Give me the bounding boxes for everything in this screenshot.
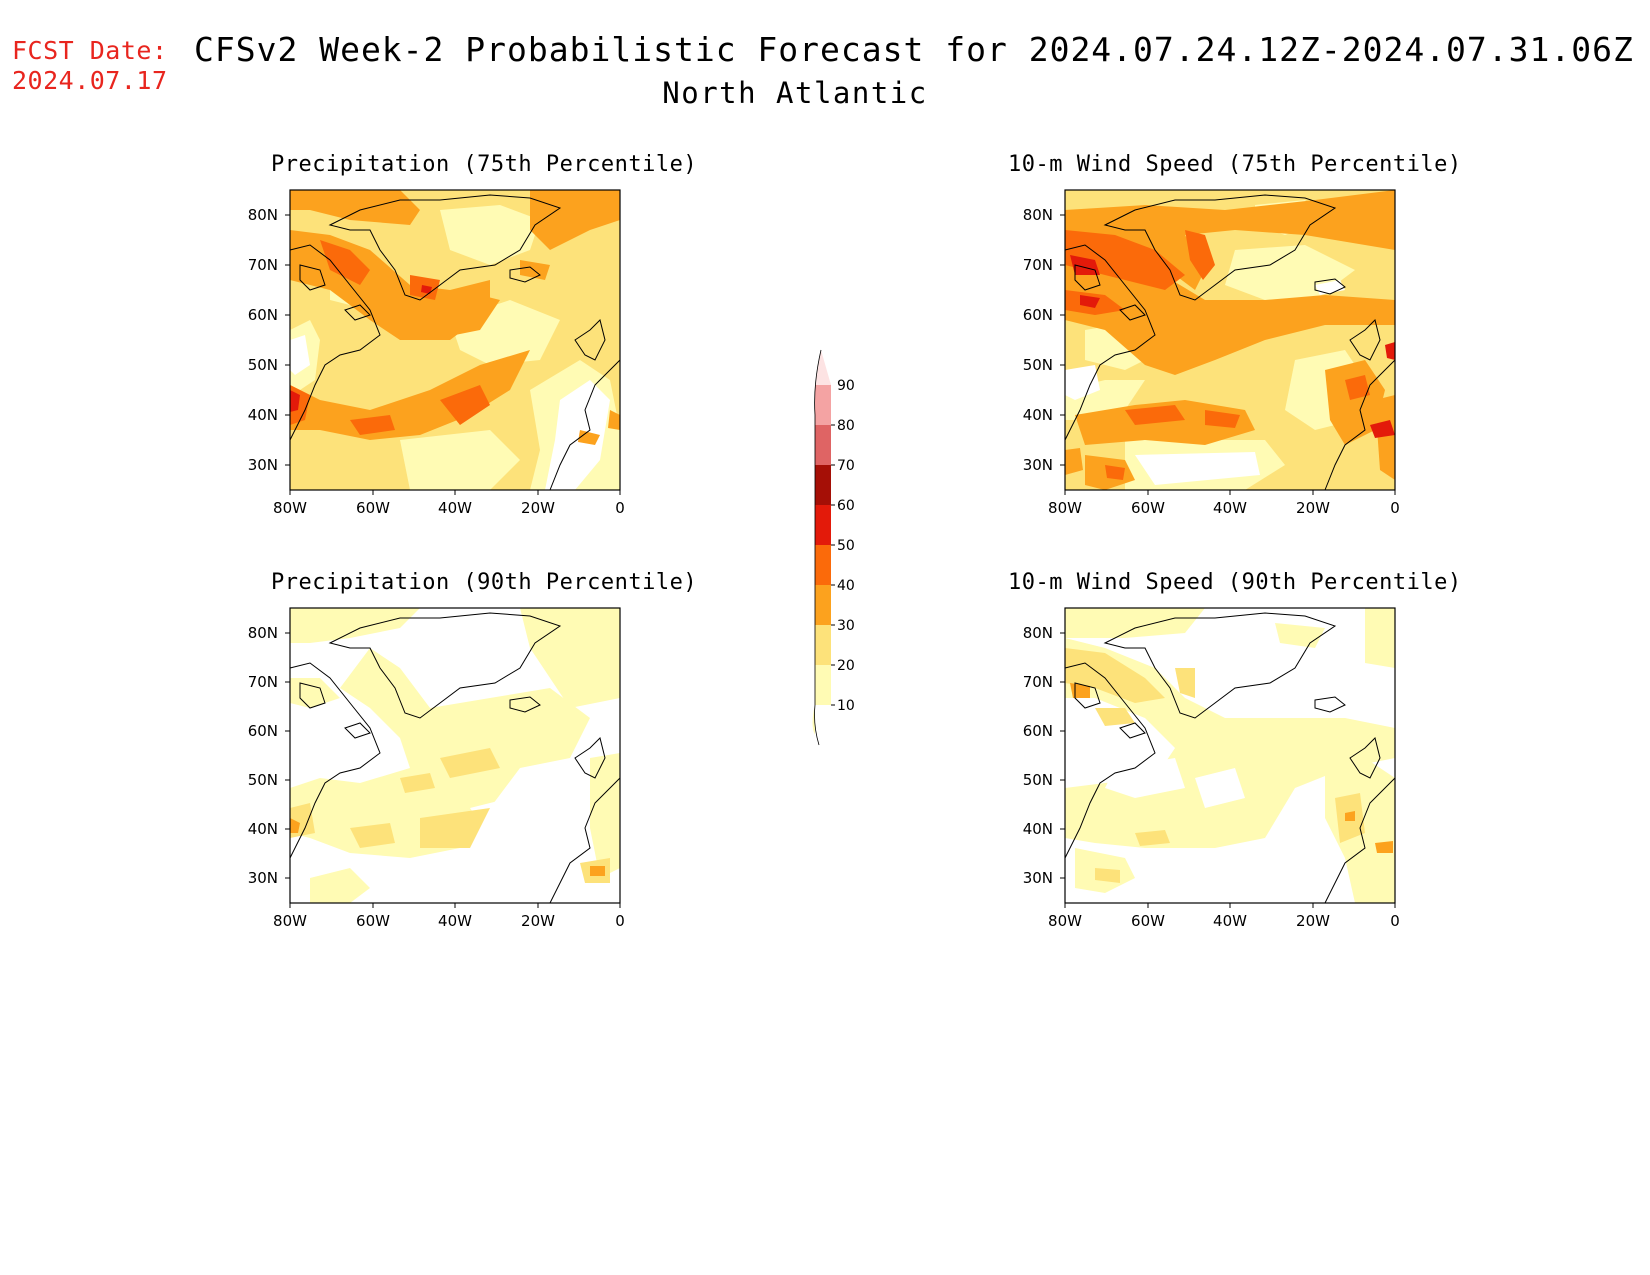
lat-label-40n: 40N (248, 406, 278, 424)
lon-label-0: 0 (615, 499, 625, 517)
lat-label-70n: 70N (248, 673, 278, 691)
lat-label-80n: 80N (1023, 624, 1053, 642)
lat-label-80n: 80N (248, 624, 278, 642)
lat-label-70n: 70N (248, 256, 278, 274)
page-title: CFSv2 Week-2 Probabilistic Forecast for … (194, 30, 1634, 69)
lon-label-80w: 80W (273, 499, 307, 517)
lon-label-60w: 60W (1131, 499, 1165, 517)
lat-label-50n: 50N (248, 771, 278, 789)
colorbar-box (815, 385, 831, 425)
colorbar-box (815, 585, 831, 625)
region-title-text: North Atlantic (662, 76, 928, 110)
colorbar-boxes (812, 349, 835, 746)
colorbar-label: 70 (837, 458, 855, 474)
colorbar-tail-high (815, 350, 831, 385)
lat-label-50n: 50N (1023, 356, 1053, 374)
lon-label-20w: 20W (1296, 499, 1330, 517)
lon-label-80w: 80W (273, 912, 307, 930)
colorbar-box (815, 625, 831, 665)
panel-title-precip-75: Precipitation (75th Percentile) (271, 152, 698, 177)
colorbar-label: 40 (837, 578, 855, 594)
lat-label-70n: 70N (1023, 256, 1053, 274)
fcst-date-label: FCST Date: (12, 36, 168, 65)
lon-label-20w: 20W (521, 499, 555, 517)
lon-label-0: 0 (1390, 912, 1400, 930)
lon-label-60w: 60W (356, 912, 390, 930)
lon-label-40w: 40W (1213, 912, 1247, 930)
lat-label-60n: 60N (248, 722, 278, 740)
lat-label-80n: 80N (248, 206, 278, 224)
colorbar-label: 30 (837, 618, 855, 634)
lon-label-0: 0 (615, 912, 625, 930)
probability-shading (1065, 190, 1395, 490)
colorbar-label: 50 (837, 538, 855, 554)
lon-label-60w: 60W (356, 499, 390, 517)
lon-label-80w: 80W (1048, 912, 1082, 930)
region-title: North Atlantic (0, 76, 1650, 110)
map-wind-90: 80N 70N 60N 50N 40N 30N 80W 60W 40W 20W … (1023, 607, 1400, 930)
lon-label-20w: 20W (1296, 912, 1330, 930)
fcst-date-value: 2024.07.17 (12, 66, 168, 95)
colorbar-label: 90 (837, 378, 855, 394)
colorbar-labels: 10 20 30 40 50 60 70 80 90 (837, 378, 855, 714)
lon-label-20w: 20W (521, 912, 555, 930)
lat-label-40n: 40N (1023, 406, 1053, 424)
lon-label-0: 0 (1390, 499, 1400, 517)
lon-label-40w: 40W (438, 912, 472, 930)
panel-title-wind-90: 10-m Wind Speed (90th Percentile) (1008, 570, 1462, 595)
lat-label-60n: 60N (1023, 722, 1053, 740)
lat-label-40n: 40N (1023, 820, 1053, 838)
lat-label-50n: 50N (1023, 771, 1053, 789)
colorbar-box (815, 545, 831, 585)
colorbar-label: 20 (837, 658, 855, 674)
probability-shading (1065, 608, 1395, 903)
map-wind-75: 80N 70N 60N 50N 40N 30N 80W 60W 40W 20W … (1023, 189, 1400, 517)
lat-label-70n: 70N (1023, 673, 1053, 691)
lat-label-30n: 30N (248, 869, 278, 887)
colorbar-box (815, 665, 831, 705)
lon-label-40w: 40W (1213, 499, 1247, 517)
lat-label-30n: 30N (1023, 456, 1053, 474)
map-precip-90: 80N 70N 60N 50N 40N 30N 80W 60W 40W 20W … (248, 607, 625, 930)
colorbar: 10 20 30 40 50 60 70 80 90 (812, 349, 855, 746)
coastlines (289, 194, 621, 491)
lon-label-60w: 60W (1131, 912, 1165, 930)
lon-label-80w: 80W (1048, 499, 1082, 517)
lat-label-30n: 30N (248, 456, 278, 474)
lat-label-60n: 60N (248, 306, 278, 324)
panel-title-wind-75: 10-m Wind Speed (75th Percentile) (1008, 152, 1462, 177)
colorbar-box (815, 505, 831, 545)
coastlines (1064, 612, 1396, 904)
colorbar-label: 80 (837, 418, 855, 434)
lat-label-50n: 50N (248, 356, 278, 374)
colorbar-label: 10 (837, 698, 855, 714)
probability-shading (290, 608, 620, 903)
panel-title-precip-90: Precipitation (90th Percentile) (271, 570, 698, 595)
lat-label-80n: 80N (1023, 206, 1053, 224)
colorbar-edge (814, 349, 822, 746)
colorbar-box (815, 425, 831, 465)
lat-label-40n: 40N (248, 820, 278, 838)
coastlines (289, 612, 621, 904)
colorbar-box (815, 465, 831, 505)
coastlines (1064, 194, 1396, 491)
map-precip-75: 80N 70N 60N 50N 40N 30N 80W 60W 40W 20W … (248, 189, 625, 517)
probability-shading (290, 190, 620, 490)
lon-label-40w: 40W (438, 499, 472, 517)
lat-label-30n: 30N (1023, 869, 1053, 887)
colorbar-label: 60 (837, 498, 855, 514)
lat-label-60n: 60N (1023, 306, 1053, 324)
